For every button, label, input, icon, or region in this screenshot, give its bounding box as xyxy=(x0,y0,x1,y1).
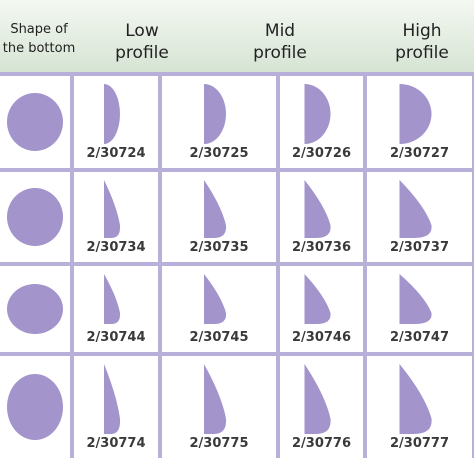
shape-icon xyxy=(7,374,63,440)
shape-icon xyxy=(204,84,226,144)
shape-icon xyxy=(304,84,331,144)
shape-icon xyxy=(304,180,331,238)
shape-icon xyxy=(399,84,432,144)
product-code: 2/30746 xyxy=(291,330,352,345)
shape-icon xyxy=(104,274,121,324)
column-header: Low profile xyxy=(115,21,169,63)
shape-icon xyxy=(399,364,432,434)
column-header: High profile xyxy=(395,21,449,63)
product-code: 2/30735 xyxy=(189,240,249,255)
product-code: 2/30747 xyxy=(389,330,450,345)
cell xyxy=(0,266,70,352)
product-code: 2/30736 xyxy=(291,240,352,255)
cell: 2/30774 xyxy=(74,356,158,458)
cell: 2/30747 xyxy=(367,266,472,352)
header-row: Shape of the bottom Low profile Mid prof… xyxy=(0,0,474,74)
cell: 2/30775 xyxy=(162,356,276,458)
shape-icon xyxy=(204,364,227,434)
cell: 2/30735 xyxy=(162,172,276,262)
product-code: 2/30726 xyxy=(291,146,352,161)
shape-icon xyxy=(399,180,432,238)
shape-icon xyxy=(204,180,227,238)
cell: 2/30724 xyxy=(74,76,158,168)
shape-icon xyxy=(204,274,227,324)
shape-icon xyxy=(304,364,331,434)
cell xyxy=(0,76,70,168)
product-code: 2/30776 xyxy=(291,436,352,451)
cell: 2/30734 xyxy=(74,172,158,262)
product-code: 2/30775 xyxy=(189,436,249,451)
cell: 2/30725 xyxy=(162,76,276,168)
product-code: 2/30734 xyxy=(86,240,146,255)
cell: 2/30776 xyxy=(280,356,363,458)
cell: 2/30777 xyxy=(367,356,472,458)
shape-icon xyxy=(7,188,63,246)
shape-icon xyxy=(7,284,63,334)
shape-icon xyxy=(104,180,121,238)
column-header: Mid profile xyxy=(253,21,307,63)
cell xyxy=(0,172,70,262)
cell: 2/30746 xyxy=(280,266,363,352)
cell: 2/30737 xyxy=(367,172,472,262)
cell: 2/30745 xyxy=(162,266,276,352)
product-code: 2/30724 xyxy=(86,146,146,161)
product-code: 2/30725 xyxy=(189,146,249,161)
product-code: 2/30744 xyxy=(86,330,146,345)
cell: 2/30726 xyxy=(280,76,363,168)
shape-icon xyxy=(104,84,120,144)
cell: 2/30736 xyxy=(280,172,363,262)
column-header: Shape of the bottom xyxy=(2,22,76,56)
shape-icon xyxy=(399,274,432,324)
cell: 2/30744 xyxy=(74,266,158,352)
product-code: 2/30774 xyxy=(86,436,146,451)
shape-icon xyxy=(7,93,63,151)
product-code: 2/30777 xyxy=(389,436,450,451)
shape-icon xyxy=(304,274,331,324)
product-code: 2/30737 xyxy=(389,240,450,255)
cell xyxy=(0,356,70,458)
cell: 2/30727 xyxy=(367,76,472,168)
product-code: 2/30727 xyxy=(389,146,450,161)
shape-icon xyxy=(104,364,121,434)
product-code: 2/30745 xyxy=(189,330,249,345)
